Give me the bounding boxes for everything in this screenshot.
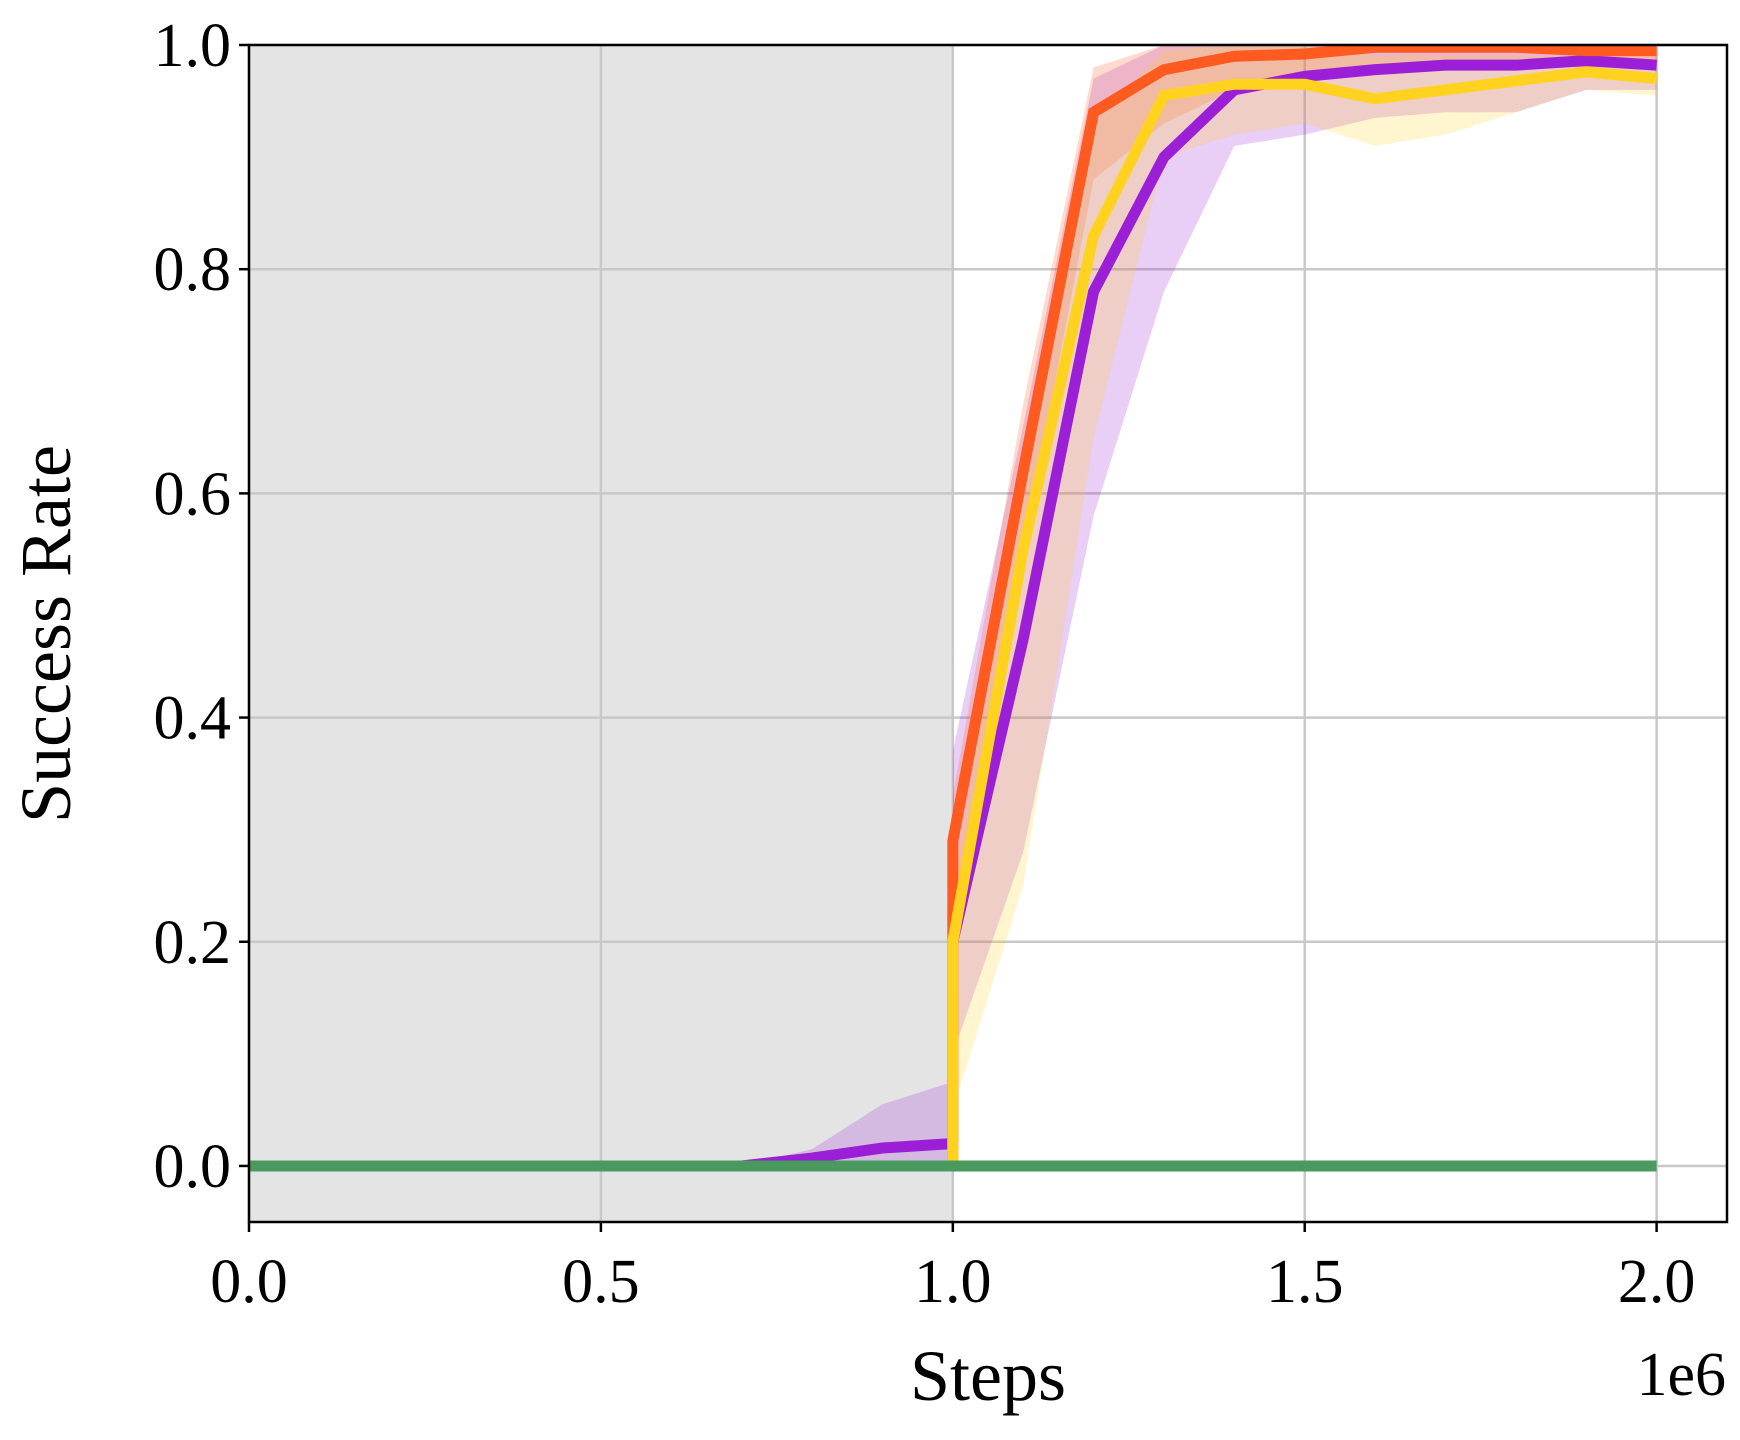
- x-tick-label-0: 0.0: [210, 1248, 288, 1316]
- y-tick-label-1: 0.2: [154, 909, 232, 977]
- y-tick-label-4: 0.8: [154, 236, 232, 304]
- x-axis-title: Steps: [910, 1336, 1066, 1416]
- plot-area: [247, 43, 1727, 1222]
- x-tick-label-4: 2.0: [1618, 1248, 1696, 1316]
- x-axis-offset-label: 1e6: [1636, 1341, 1726, 1409]
- axes-frame: [247, 43, 1729, 1224]
- x-tick-label-3: 1.5: [1266, 1248, 1344, 1316]
- series-group: [249, 45, 1658, 1172]
- x-tick-label-1: 0.5: [562, 1248, 640, 1316]
- axes: 0.0 0.5 1.0 1.5 2.0 0.0 0.2 0.4 0.6 0.8 1.0: [154, 12, 1729, 1316]
- y-tick-label-3: 0.6: [154, 460, 232, 528]
- y-axis-title: Success Rate: [6, 445, 86, 823]
- y-tick-label-0: 0.0: [154, 1133, 232, 1201]
- y-tick-label-5: 1.0: [154, 12, 232, 80]
- x-tick-label-2: 1.0: [914, 1248, 992, 1316]
- y-tick-label-2: 0.4: [154, 685, 232, 753]
